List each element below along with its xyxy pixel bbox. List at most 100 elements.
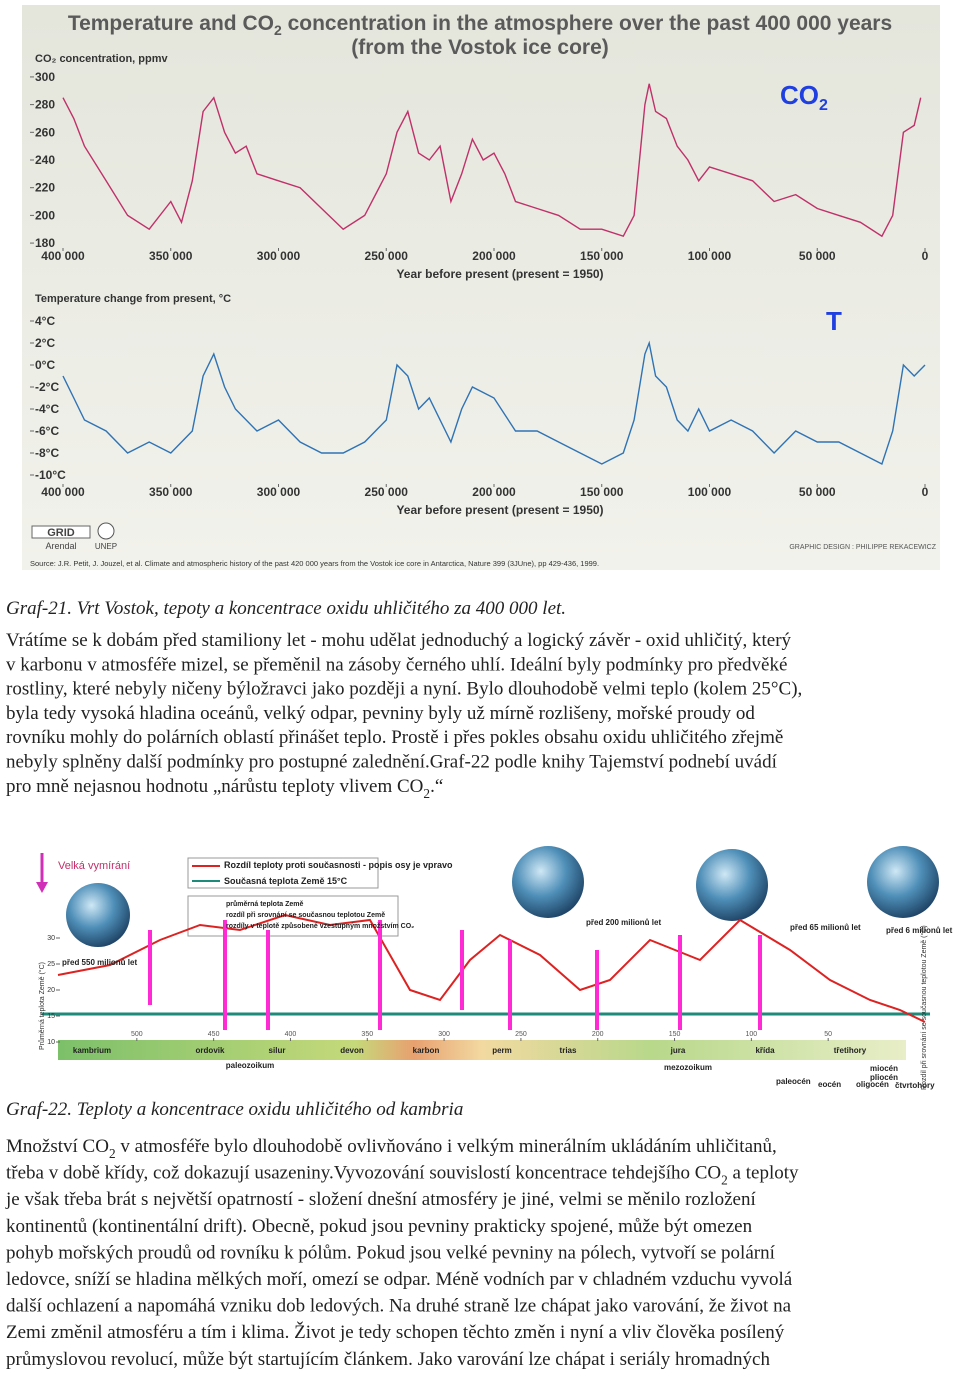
x-tick-label: 50 000 [799, 485, 836, 499]
data-line [62, 340, 926, 465]
period-label: devon [340, 1046, 364, 1055]
y-tick-label: 300 [35, 70, 55, 84]
era-label: paleozoikum [226, 1061, 274, 1070]
figure-background [22, 5, 940, 570]
y-tick-label: 2°C [35, 336, 55, 350]
y-tick-label: 15 [47, 1013, 55, 1020]
legend-text: průměrná teplota Země [226, 900, 304, 908]
label: Velká vymírání [58, 860, 130, 872]
y-tick-label: 4°C [35, 314, 55, 328]
x-tick-label: 100 000 [688, 249, 732, 263]
x-tick-label: 500 [131, 1031, 143, 1038]
era-label: mezozoikum [664, 1063, 712, 1072]
x-tick-label: 0 [922, 485, 929, 499]
x-tick-label: 350 000 [149, 249, 193, 263]
epoch-label: eocén [818, 1080, 841, 1089]
age-label: před 200 milionů let [586, 918, 661, 927]
x-tick-label: 250 [515, 1031, 527, 1038]
figure-title: (from the Vostok ice core) [351, 36, 609, 59]
text-run: pro mně nejasnou hodnotu „nárůstu teplot… [6, 776, 423, 797]
period-label: trias [560, 1046, 577, 1055]
logo-text: GRID [47, 527, 75, 539]
x-tick-label: 400 000 [41, 485, 85, 499]
y-tick-label: -2°C [35, 380, 59, 394]
axis-label: Rozdíl při srovnání se současnou teploto… [920, 925, 928, 1090]
text-line: Zemi změnil atmosféru a tím i klima. Živ… [6, 1321, 785, 1343]
period-label: silur [269, 1046, 286, 1055]
x-tick-label: 50 [824, 1031, 832, 1038]
series-label: T [826, 306, 842, 336]
source: Source: J.R. Petit, J. Jouzel, et al. Cl… [30, 559, 599, 568]
y-tick-label: 180 [35, 236, 55, 250]
age-label: před 65 milionů let [790, 923, 861, 932]
x-tick-label: 200 000 [472, 249, 516, 263]
y-tick-label: 260 [35, 125, 55, 139]
legend-text: rozdíl při srovnání se současnou teploto… [226, 912, 385, 919]
text-line: nebyly splněny další podmínky pro postup… [6, 752, 778, 773]
y-tick-label: 240 [35, 153, 55, 167]
age-label: před 6 milionů let [886, 926, 953, 935]
period-label: ordovik [196, 1046, 225, 1055]
text-run: třeba v době křídy, což dokazují usazeni… [6, 1163, 721, 1184]
period-label: karbon [413, 1046, 440, 1055]
text-line: v karbonu v atmosféře mizel, se přeměnil… [6, 654, 787, 675]
y-tick-label: 200 [35, 208, 55, 222]
period-label: křída [755, 1046, 775, 1055]
subscript: 2 [109, 1146, 116, 1161]
x-tick-label: 300 000 [257, 485, 301, 499]
series-label-text: CO [780, 80, 819, 110]
series-label: CO2 [780, 80, 828, 114]
text-run: Množství CO [6, 1136, 109, 1157]
logo-icon [97, 522, 115, 540]
text-run: .“ [430, 776, 443, 797]
age-label: před 550 milionů let [62, 958, 137, 967]
x-tick-label: 350 [361, 1031, 373, 1038]
globe [66, 883, 130, 947]
legend-box [187, 857, 379, 889]
figure-title: Temperature and CO2 concentration in the… [68, 12, 892, 38]
y-tick-label: 220 [35, 181, 55, 195]
logo-text: Arendal [45, 541, 76, 551]
arrows [148, 920, 762, 1030]
x-tick-label: 150 000 [580, 485, 624, 499]
text-line: další ochlazení a napomáhá vzniku dob le… [6, 1296, 792, 1317]
x-tick-label: 450 [208, 1031, 220, 1038]
period-band [58, 1040, 906, 1060]
y-tick-label: 0°C [35, 358, 55, 372]
epoch-label: miocén [870, 1064, 898, 1073]
y-tick-label: 30 [47, 935, 55, 942]
subscript: 2 [423, 786, 430, 801]
logo: GRID Arendal UNEP [31, 522, 117, 551]
y-tick-label: 280 [35, 98, 55, 112]
paragraph: Množství CO2 v atmosféře bylo dlouhodobě… [5, 1136, 799, 1370]
x-tick-label: 100 [746, 1031, 758, 1038]
x-tick-label: 50 000 [799, 249, 836, 263]
x-tick-label: 200 [592, 1031, 604, 1038]
subscript: 2 [721, 1173, 728, 1188]
x-tick-label: 250 000 [365, 485, 409, 499]
globe [512, 846, 584, 918]
text-run: v atmosféře bylo dlouhodobě ovlivňováno … [116, 1136, 777, 1157]
x-tick-label: 100 000 [688, 485, 732, 499]
text-line: pro mně nejasnou hodnotu „nárůstu teplot… [6, 776, 443, 801]
x-tick-label: 150 [669, 1031, 681, 1038]
caption: Graf-22. Teploty a koncentrace oxidu uhl… [6, 1099, 463, 1120]
x-tick-label: 150 000 [580, 249, 624, 263]
legend-text: rozdíly v teplotě způsobené vzestupným m… [226, 922, 414, 930]
period-label: jura [670, 1046, 686, 1055]
epoch-label: čtvrtohory [895, 1081, 935, 1090]
y-tick-label: -10°C [35, 468, 66, 482]
globe [867, 846, 939, 918]
legend-text: Rozdíl teploty proti současnosti - popis… [224, 860, 453, 870]
x-tick-label: 400 [285, 1031, 297, 1038]
period-label: třetihory [834, 1046, 867, 1055]
text-line: Vrátíme se k dobám před stamiliony let -… [6, 630, 792, 651]
text-line: kontinentů (kontinentální drift). Obecně… [6, 1216, 753, 1237]
x-axis-label: Year before present (present = 1950) [396, 267, 603, 281]
text-run: a teploty [728, 1163, 799, 1184]
axis-label: Průměrná teplota Země (°C) [38, 962, 46, 1050]
y-tick-label: 25 [47, 961, 55, 968]
text-line: ledovce, sníží se hladina mělkých moří, … [6, 1269, 793, 1290]
credit: GRAPHIC DESIGN : PHILIPPE REKACEWICZ [789, 544, 936, 551]
